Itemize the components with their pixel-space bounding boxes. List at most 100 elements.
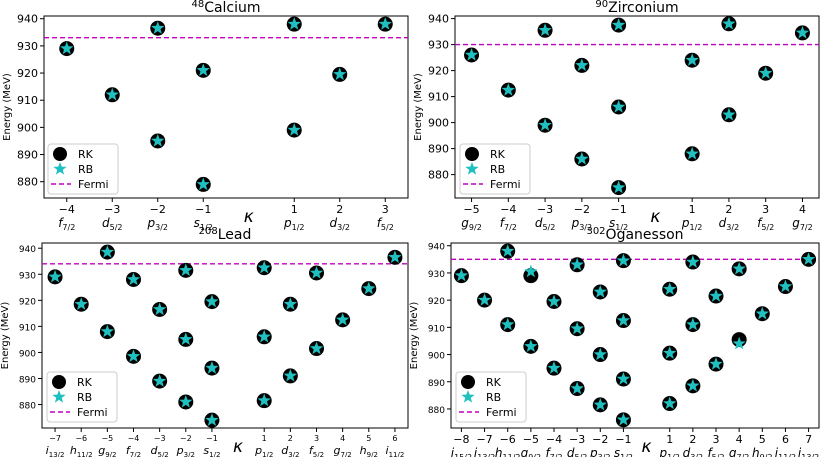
x-tick-orbital: f5/2 xyxy=(309,444,324,457)
rb-point xyxy=(616,412,631,426)
orbital-letter: p xyxy=(571,216,580,230)
orbital-letter: p xyxy=(254,444,262,457)
x-tick-orbital: h11/2 xyxy=(70,444,93,457)
rb-point xyxy=(663,346,677,359)
x-tick-orbital: d3/2 xyxy=(281,444,299,457)
rb-point xyxy=(378,17,392,30)
x-tick-kappa: −5 xyxy=(523,433,539,446)
orbital-letter: f xyxy=(757,216,763,230)
x-tick-kappa: −4 xyxy=(128,434,140,443)
rb-point xyxy=(685,146,699,160)
rb-point xyxy=(709,289,723,302)
orbital-subscript: 1/2 xyxy=(620,453,633,457)
x-tick-kappa: −2 xyxy=(574,203,590,216)
orbital-letter: j xyxy=(796,446,802,457)
title-superscript: 48 xyxy=(191,0,204,10)
title-name: Oganesson xyxy=(606,227,684,243)
legend-rk-marker xyxy=(465,147,479,161)
x-tick-kappa: −1 xyxy=(611,203,627,216)
orbital-letter: j xyxy=(449,446,455,457)
legend-rb-label: RB xyxy=(78,163,93,176)
y-tick-label: 880 xyxy=(19,402,36,412)
x-tick-kappa: 6 xyxy=(392,434,397,443)
rb-point xyxy=(538,23,552,36)
legend: RK RB Fermi xyxy=(46,371,118,423)
rb-point xyxy=(257,329,271,343)
rb-point xyxy=(287,17,301,30)
rb-point xyxy=(501,244,515,257)
orbital-letter: g xyxy=(729,446,737,457)
x-tick-orbital: g9/2 xyxy=(461,216,482,232)
rb-point xyxy=(179,332,193,346)
rb-point xyxy=(547,361,561,374)
legend: RK RB Fermi xyxy=(47,143,119,195)
orbital-letter: f xyxy=(545,446,551,457)
rb-point xyxy=(524,339,538,353)
x-tick-kappa: 2 xyxy=(725,203,732,216)
y-tick-label: 930 xyxy=(19,271,36,281)
rb-point xyxy=(759,66,773,79)
legend-fermi-label: Fermi xyxy=(78,178,109,191)
x-tick-kappa: −2 xyxy=(592,433,608,446)
orbital-letter: d xyxy=(535,216,543,230)
rb-point xyxy=(616,372,631,385)
x-tick-orbital: i11/2 xyxy=(386,444,405,457)
rb-point xyxy=(105,87,119,101)
rb-point xyxy=(547,294,561,308)
rb-point xyxy=(257,260,271,274)
panel-lead: 208Lead Energy (MeV) 880 890 900 910 920 930 940… xyxy=(0,226,409,457)
rb-point xyxy=(663,282,677,295)
x-tick-orbital: p1/2 xyxy=(254,444,273,457)
rb-point xyxy=(570,257,584,271)
title-name: Zirconium xyxy=(608,0,678,16)
rb-point xyxy=(611,100,626,113)
title-superscript: 90 xyxy=(595,0,608,10)
x-tick-kappa: 3 xyxy=(713,433,720,446)
orbital-letter: p xyxy=(589,446,598,457)
y-tick-label: 880 xyxy=(428,169,449,182)
rb-point xyxy=(388,250,402,263)
orbital-letter: s xyxy=(194,216,200,230)
legend-rb-label: RB xyxy=(486,391,501,404)
y-tick-label: 900 xyxy=(428,352,445,362)
orbital-letter: p xyxy=(283,216,292,230)
legend-rk-label: RK xyxy=(490,148,506,161)
x-tick-kappa: −5 xyxy=(101,434,113,443)
x-tick-orbital: i11/2 xyxy=(775,446,796,457)
rb-point xyxy=(538,118,552,131)
orbital-subscript: 7/2 xyxy=(550,453,563,457)
orbital-subscript: 5/2 xyxy=(158,451,169,457)
orbital-subscript: 9/2 xyxy=(105,451,116,457)
rb-point xyxy=(100,245,115,258)
x-tick-orbital: g7/2 xyxy=(792,216,813,232)
x-tick-orbital: f5/2 xyxy=(707,446,724,457)
y-tick-label: 930 xyxy=(17,40,38,53)
chart-title: 90Zirconium xyxy=(595,0,678,16)
y-tick-label: 930 xyxy=(428,270,445,280)
x-tick-kappa: −4 xyxy=(546,433,562,446)
x-tick-kappa: −6 xyxy=(500,433,516,446)
x-tick-kappa: 7 xyxy=(805,433,812,446)
orbital-letter: s xyxy=(609,216,615,230)
rb-point xyxy=(685,53,699,66)
rb-point xyxy=(593,347,607,361)
rb-point xyxy=(60,41,74,55)
chart-title: 48Calcium xyxy=(191,0,260,16)
x-tick-orbital: h9/2 xyxy=(752,446,772,457)
x-tick-orbital: g9/2 xyxy=(98,444,116,457)
rb-point xyxy=(616,253,631,267)
title-name: Calcium xyxy=(204,0,260,16)
rb-point xyxy=(74,297,88,310)
orbital-letter: g xyxy=(461,216,469,230)
y-tick-label: 890 xyxy=(428,379,445,389)
rb-point xyxy=(570,381,584,395)
orbital-subscript: 3/2 xyxy=(337,223,350,232)
legend-rk-marker xyxy=(52,375,66,389)
orbital-letter: f xyxy=(707,446,713,457)
orbital-letter: p xyxy=(681,216,690,230)
orbital-letter: d xyxy=(281,444,289,457)
legend-rk-label: RK xyxy=(78,148,94,161)
rb-point xyxy=(686,255,700,268)
orbital-subscript: 1/2 xyxy=(690,223,703,232)
rb-point xyxy=(501,83,515,96)
